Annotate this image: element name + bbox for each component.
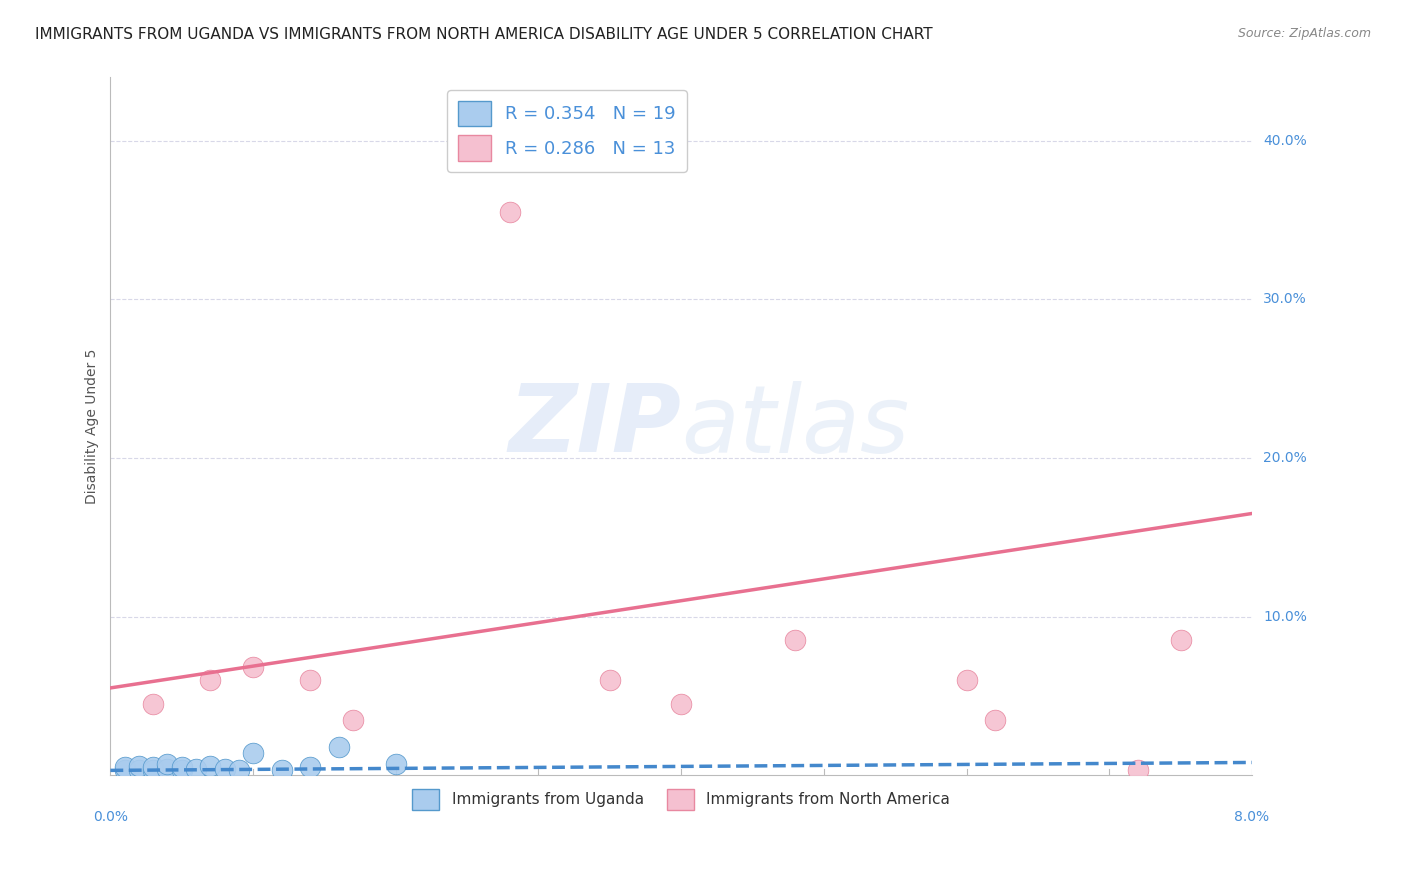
Text: 0.0%: 0.0% xyxy=(93,810,128,824)
Point xyxy=(270,764,292,778)
Point xyxy=(242,746,264,760)
Text: 30.0%: 30.0% xyxy=(1263,293,1308,307)
Legend: Immigrants from Uganda, Immigrants from North America: Immigrants from Uganda, Immigrants from … xyxy=(406,782,956,816)
Text: 40.0%: 40.0% xyxy=(1263,134,1308,148)
Text: ZIP: ZIP xyxy=(508,380,681,472)
Point xyxy=(342,713,364,727)
Text: IMMIGRANTS FROM UGANDA VS IMMIGRANTS FROM NORTH AMERICA DISABILITY AGE UNDER 5 C: IMMIGRANTS FROM UGANDA VS IMMIGRANTS FRO… xyxy=(35,27,932,42)
Point xyxy=(384,757,406,772)
Text: Source: ZipAtlas.com: Source: ZipAtlas.com xyxy=(1237,27,1371,40)
Point xyxy=(214,762,236,776)
Point xyxy=(170,764,193,778)
Point xyxy=(242,660,264,674)
Point xyxy=(299,673,322,687)
Point xyxy=(1126,764,1149,778)
Point xyxy=(669,697,692,711)
Point xyxy=(128,758,150,772)
Text: atlas: atlas xyxy=(681,381,910,472)
Point xyxy=(170,760,193,774)
Point xyxy=(785,633,807,648)
Point xyxy=(599,673,621,687)
Point xyxy=(156,757,179,772)
Point xyxy=(114,764,136,778)
Point xyxy=(114,760,136,774)
Point xyxy=(499,205,522,219)
Point xyxy=(142,760,165,774)
Point xyxy=(200,673,222,687)
Point xyxy=(200,758,222,772)
Point xyxy=(228,764,250,778)
Point xyxy=(142,764,165,778)
Point xyxy=(955,673,977,687)
Point xyxy=(142,697,165,711)
Point xyxy=(328,739,350,754)
Y-axis label: Disability Age Under 5: Disability Age Under 5 xyxy=(86,349,100,504)
Point xyxy=(984,713,1007,727)
Point xyxy=(184,762,207,776)
Point xyxy=(128,764,150,778)
Text: 10.0%: 10.0% xyxy=(1263,609,1308,624)
Text: 20.0%: 20.0% xyxy=(1263,451,1308,465)
Text: 8.0%: 8.0% xyxy=(1234,810,1270,824)
Point xyxy=(1170,633,1192,648)
Point xyxy=(299,760,322,774)
Point xyxy=(156,762,179,776)
